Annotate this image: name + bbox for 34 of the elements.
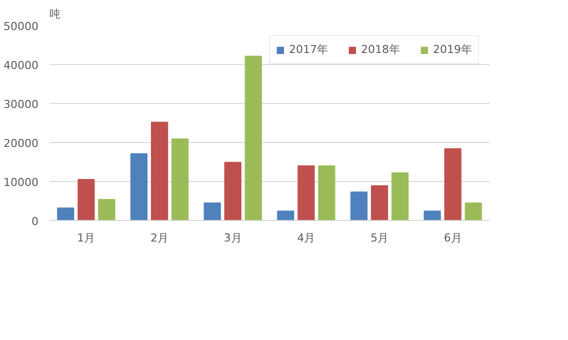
x-tick-label: 1月: [77, 232, 96, 244]
bar: [57, 208, 74, 220]
y-tick-label: 50000: [4, 20, 39, 33]
y-tick-label: 10000: [4, 176, 39, 189]
bar: [298, 165, 315, 220]
legend-label: 2019年: [433, 42, 472, 57]
x-tick-label: 6月: [444, 232, 462, 244]
bar: [464, 202, 482, 220]
bar: [171, 138, 189, 220]
bar: [130, 153, 148, 220]
bar: [244, 56, 262, 220]
bar: [424, 210, 441, 220]
x-tick-label: 4月: [297, 232, 316, 244]
bar: [391, 172, 409, 220]
legend-label: 2017年: [289, 42, 328, 57]
y-tick-label: 40000: [4, 59, 39, 72]
bar: [444, 148, 462, 220]
bar: [318, 165, 336, 220]
x-tick-label: 5月: [370, 232, 388, 244]
legend-label: 2018年: [361, 42, 400, 57]
bar: [277, 210, 294, 220]
bar: [224, 162, 242, 220]
x-tick-label: 3月: [224, 232, 242, 244]
bar: [204, 202, 221, 220]
x-tick-label: 2月: [150, 232, 168, 244]
y-axis-title: 吨: [50, 8, 60, 20]
y-tick-label: 20000: [4, 137, 39, 150]
y-tick-label: 30000: [4, 98, 39, 111]
bar: [98, 198, 116, 220]
bar: [150, 122, 168, 220]
bar: [370, 185, 388, 220]
bar: [350, 192, 368, 220]
bar: [78, 179, 95, 220]
y-tick-label: 0: [32, 215, 38, 228]
